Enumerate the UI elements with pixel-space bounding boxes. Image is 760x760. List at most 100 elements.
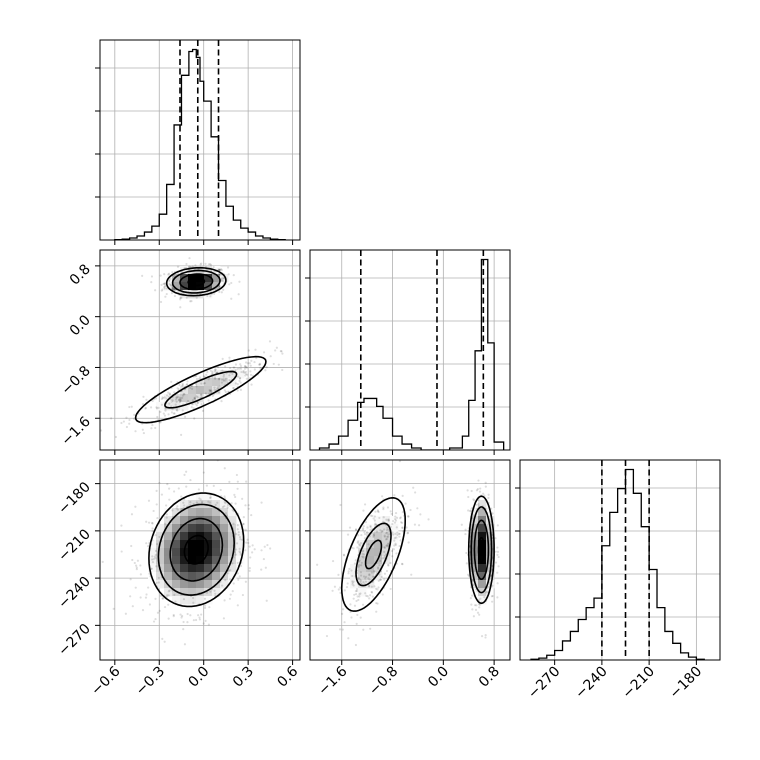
joint-panel-0-1-frame: [99, 249, 301, 451]
joint-panel-0-2-sample-point: [269, 547, 272, 550]
joint-panel-0-1-contour-0-3: [165, 267, 227, 297]
joint-panel-1-2-sample-point: [372, 517, 375, 520]
joint-panel-0-2-density-cell: [188, 548, 197, 557]
joint-panel-0-1-sample-point: [217, 272, 221, 275]
joint-panel-0-2-sample-point: [209, 496, 212, 499]
joint-panel-0-2-sample-point: [260, 549, 263, 552]
joint-panel-0-1-sample-point: [205, 373, 208, 376]
joint-panel-0-1-density-cell: [204, 378, 213, 387]
joint-panel-1-2-sample-point: [491, 584, 494, 587]
joint-panel-1-2-sample-point: [362, 556, 365, 559]
joint-panel-0-2-sample-point: [219, 488, 222, 492]
joint-panel-0-2-sample-point: [158, 535, 161, 539]
joint-panel-1-2-sample-point: [491, 594, 494, 598]
joint-panel-1-2-sample-point: [471, 608, 474, 611]
joint-panel-0-1-sample-point: [190, 385, 194, 388]
joint-panel-1-2-sample-point: [358, 544, 362, 547]
joint-panel-1-2-sample-point: [364, 533, 367, 536]
joint-panel-0-2-density-cell: [180, 540, 189, 549]
joint-panel-0-1-sample-point: [237, 375, 240, 378]
joint-panel-0-2-sample-point: [130, 544, 133, 548]
joint-panel-1-2-sample-point: [369, 524, 372, 528]
joint-panel-1-2-sample-point: [382, 520, 385, 523]
joint-panel-0-2-sample-point: [229, 569, 232, 572]
joint-panel-0-1-sample-point: [170, 283, 173, 287]
joint-panel-0-2-sample-point: [162, 597, 165, 600]
joint-panel-0-1-sample-point: [168, 272, 171, 275]
joint-panel-0-2-density-cell: [188, 500, 197, 509]
joint-panel-0-1-sample-point: [167, 395, 171, 398]
joint-panel-0-1-density-cell: [212, 386, 221, 395]
joint-panel-1-2-sample-point: [472, 498, 475, 501]
joint-panel-1-2-sample-point: [467, 509, 470, 512]
joint-panel-0-2-sample-point: [226, 503, 230, 507]
joint-panel-0-2-sample-point: [183, 643, 187, 646]
joint-panel-0-2-sample-point: [229, 593, 232, 596]
hist-panel-0-histogram: [114, 48, 286, 240]
joint-panel-1-2-sample-point: [356, 595, 359, 598]
joint-panel-1-2-sample-point: [352, 584, 355, 587]
joint-panel-1-2-density-cell: [390, 540, 399, 549]
joint-panel-0-2-sample-point: [208, 606, 211, 609]
joint-panel-0-2-xtick-label-4: 0.6: [274, 663, 301, 690]
joint-panel-0-1-sample-point: [175, 396, 178, 399]
joint-panel-1-2-sample-point: [376, 602, 379, 605]
joint-panel-0-2-sample-point: [158, 609, 161, 613]
joint-panel-0-2-density-cell: [172, 572, 181, 581]
joint-panel-0-1-sample-point: [242, 371, 245, 374]
joint-panel-0-2-sample-point: [200, 613, 203, 616]
joint-panel-0-1-sample-point: [163, 396, 166, 399]
joint-panel-0-2-sample-point: [198, 497, 201, 500]
joint-panel-1-2-sample-point: [370, 590, 373, 594]
joint-panel-0-2-density-cell: [172, 580, 181, 589]
joint-panel-0-2-sample-point: [221, 584, 224, 587]
joint-panel-0-1-sample-point: [194, 383, 198, 386]
joint-panel-0-1-sample-point: [237, 293, 240, 296]
joint-panel-1-2-sample-point: [400, 562, 404, 566]
joint-panel-1-2-sample-point: [395, 526, 398, 529]
joint-panel-0-2-density-cell: [212, 524, 221, 533]
joint-panel-0-2: −0.6 −0.3 0.0 0.3 0.6 −270 −240 −210 −180: [55, 459, 301, 699]
joint-panel-0-2-sample-point: [239, 551, 242, 554]
joint-panel-0-2-sample-point: [139, 596, 142, 599]
hist-panel-2-plot: [530, 460, 705, 660]
joint-panel-1-2-sample-point: [394, 517, 397, 521]
joint-panel-1-2-sample-point: [343, 621, 346, 624]
joint-panel-0-1-sample-point: [181, 394, 185, 397]
joint-panel-0-2-sample-point: [152, 558, 155, 561]
joint-panel-1-2-sample-point: [407, 541, 410, 544]
joint-panel-0-2-density-cell: [220, 556, 229, 565]
joint-panel-1-2-sample-point: [475, 489, 479, 492]
joint-panel-0-2-sample-point: [244, 528, 247, 531]
joint-panel-0-2-sample-point: [242, 522, 245, 525]
joint-panel-0-2-sample-point: [216, 501, 219, 504]
joint-panel-0-2-sample-point: [151, 555, 154, 558]
joint-panel-1-2-density-cell: [358, 588, 367, 597]
joint-panel-0-1-sample-point: [177, 388, 180, 391]
joint-panel-0-1-sample-point: [217, 378, 221, 381]
joint-panel-0-2-sample-point: [212, 484, 215, 487]
joint-panel-0-2-sample-point: [135, 566, 138, 569]
joint-panel-1-2-sample-point: [353, 604, 357, 607]
joint-panel-0-2-sample-point: [237, 530, 240, 534]
joint-panel-0-1-sample-point: [224, 390, 227, 394]
joint-panel-0-1-sample-point: [222, 378, 225, 381]
joint-panel-0-1-sample-point: [185, 383, 188, 386]
joint-panel-1-2-sample-point: [370, 585, 373, 588]
joint-panel-0-2-sample-point: [239, 553, 242, 556]
joint-panel-1-2-sample-point: [385, 532, 388, 535]
joint-panel-1-2-sample-point: [494, 537, 497, 540]
joint-panel-0-1-sample-point: [207, 263, 210, 266]
joint-panel-0-2-sample-point: [246, 538, 249, 541]
joint-panel-1-2-sample-point: [372, 535, 375, 539]
joint-panel-0-1-sample-point: [120, 421, 123, 425]
joint-panel-0-2-sample-point: [129, 595, 132, 598]
joint-panel-1-2-density-cell: [470, 524, 479, 533]
joint-panel-0-2-density-cell: [220, 540, 229, 549]
joint-panel-0-1-density-cell: [180, 386, 189, 395]
joint-panel-0-1-sample-point: [247, 349, 250, 352]
joint-panel-0-2-density-cell: [204, 556, 213, 565]
joint-panel-0-1-sample-point: [176, 409, 179, 412]
joint-panel-0-1-sample-point: [243, 371, 246, 374]
joint-panel-1-2-sample-point: [366, 595, 369, 598]
